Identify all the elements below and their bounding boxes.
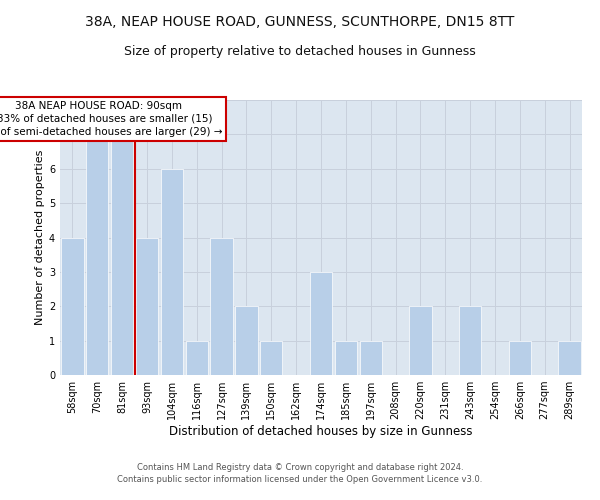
Bar [359,340,382,375]
Text: 38A NEAP HOUSE ROAD: 90sqm
← 33% of detached houses are smaller (15)
64% of semi: 38A NEAP HOUSE ROAD: 90sqm ← 33% of deta… [0,100,223,137]
Bar [509,340,531,375]
Text: 38A, NEAP HOUSE ROAD, GUNNESS, SCUNTHORPE, DN15 8TT: 38A, NEAP HOUSE ROAD, GUNNESS, SCUNTHORP… [85,15,515,29]
Bar [260,340,283,375]
Bar [111,134,133,375]
Bar [211,238,233,375]
Bar [310,272,332,375]
Bar [335,340,357,375]
Bar [136,238,158,375]
Y-axis label: Number of detached properties: Number of detached properties [35,150,45,325]
X-axis label: Distribution of detached houses by size in Gunness: Distribution of detached houses by size … [169,425,473,438]
Bar [61,238,83,375]
Bar [459,306,481,375]
Bar [161,169,183,375]
Bar [185,340,208,375]
Text: Contains HM Land Registry data © Crown copyright and database right 2024.: Contains HM Land Registry data © Crown c… [137,462,463,471]
Bar [235,306,257,375]
Text: Contains public sector information licensed under the Open Government Licence v3: Contains public sector information licen… [118,475,482,484]
Bar [86,134,109,375]
Bar [559,340,581,375]
Bar [409,306,431,375]
Text: Size of property relative to detached houses in Gunness: Size of property relative to detached ho… [124,45,476,58]
